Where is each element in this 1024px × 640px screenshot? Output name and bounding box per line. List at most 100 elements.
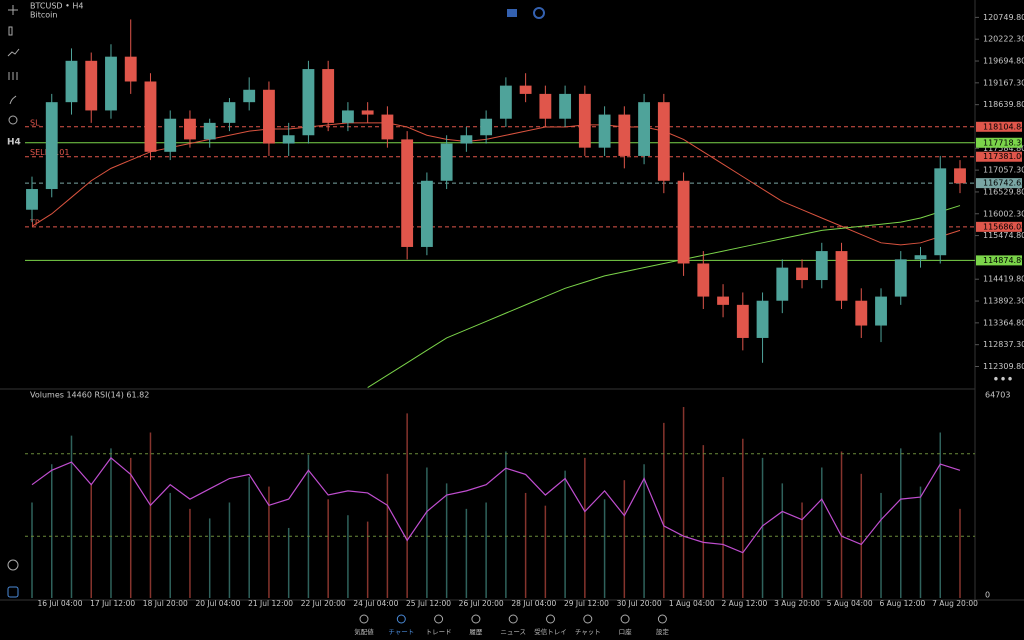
candle-body <box>440 143 453 181</box>
level-label: 114874.89 <box>983 256 1024 265</box>
crosshair-icon[interactable] <box>8 5 18 15</box>
y-tick-label: 119167.30 <box>983 78 1024 87</box>
trade-button[interactable] <box>507 9 517 17</box>
indicator-icon[interactable] <box>7 48 20 57</box>
candle-body <box>124 56 137 82</box>
nav-icon[interactable] <box>396 614 406 624</box>
nav-label[interactable]: 受信トレイ <box>534 627 567 636</box>
candle-body <box>914 255 927 260</box>
y-tick-label: 120749.80 <box>983 13 1024 22</box>
candle-body <box>499 85 512 119</box>
app-icon[interactable] <box>7 586 19 598</box>
nav-icon[interactable] <box>620 614 630 624</box>
nav-icon[interactable] <box>546 614 555 624</box>
nav-label[interactable]: チャート <box>388 628 414 636</box>
settings-icon[interactable] <box>8 72 18 80</box>
x-tick-label: 20 Jul 04:00 <box>195 599 240 608</box>
bottom-nav: 気配値 チャート トレード 履歴 ニュース 受信トレイ チャット 口座 設定 <box>354 614 670 636</box>
level-tag-bg <box>976 151 1022 162</box>
candle-body <box>164 118 177 152</box>
left-toolbar <box>7 5 20 598</box>
nav-label[interactable]: 設定 <box>656 627 670 636</box>
x-tick-label: 26 Jul 20:00 <box>459 599 504 608</box>
nav-icon[interactable] <box>583 614 593 624</box>
y-tick-label: 114419.80 <box>983 275 1024 284</box>
nav-icon[interactable] <box>434 614 444 624</box>
y-tick-label: 118639.80 <box>983 100 1024 109</box>
x-tick-label: 16 Jul 04:00 <box>38 599 83 608</box>
nav-icon[interactable] <box>471 614 481 624</box>
x-tick-label: 25 Jul 12:00 <box>406 599 451 608</box>
candle-body <box>875 296 887 326</box>
moving-average <box>367 205 961 389</box>
y-tick-label: 120222.30 <box>983 35 1024 44</box>
candle-body <box>401 139 414 247</box>
candle-icon[interactable] <box>8 26 13 36</box>
nav-label[interactable]: 気配値 <box>354 627 374 636</box>
candle-body <box>480 118 493 136</box>
indicator-title: Volumes 14460 RSI(14) 61.82 <box>30 391 149 400</box>
candle-body <box>45 102 58 190</box>
candle-body <box>420 180 433 247</box>
level-label: 118104.84 <box>983 122 1024 131</box>
candle-body <box>65 60 78 103</box>
nav-icon[interactable] <box>657 614 667 624</box>
level-label: 117381.06 <box>983 152 1024 161</box>
candle-body <box>677 180 690 264</box>
candle-body <box>85 60 98 111</box>
nav-icon[interactable] <box>359 614 369 624</box>
volume-tick-label: 64703 <box>985 391 1010 400</box>
candle-body <box>302 69 315 136</box>
candle-body <box>657 102 670 181</box>
description: Bitcoin <box>30 11 57 20</box>
level-label: 115686.08 <box>983 222 1024 231</box>
candle-body <box>578 93 591 148</box>
clock-button[interactable] <box>533 7 545 19</box>
candle-body <box>144 81 157 152</box>
candle-body <box>322 69 335 123</box>
y-tick-label: 115474.80 <box>983 231 1024 240</box>
nav-label[interactable]: 口座 <box>619 627 633 636</box>
nav-label[interactable]: トレード <box>426 628 452 636</box>
function-icon[interactable] <box>9 95 17 105</box>
candle-body <box>559 93 572 119</box>
candle-body <box>756 300 769 338</box>
candle-body <box>776 267 789 301</box>
symbol: BTCUSD • H4 <box>30 2 84 11</box>
timeframe[interactable]: H4 <box>7 138 21 148</box>
candle-body <box>243 89 256 103</box>
candle-body <box>105 56 117 111</box>
more-button[interactable]: ••• <box>992 373 1013 387</box>
objects-icon[interactable] <box>8 115 18 125</box>
candle-body <box>717 296 729 305</box>
candle-body <box>815 251 828 281</box>
candle-body <box>796 267 808 281</box>
candle-body <box>460 135 473 144</box>
x-tick-label: 5 Aug 04:00 <box>827 599 873 608</box>
candle-body <box>223 102 236 123</box>
x-tick-label: 21 Jul 12:00 <box>248 599 293 608</box>
nav-icon[interactable] <box>508 614 518 624</box>
level-tag-bg <box>976 178 1022 189</box>
candle-body <box>539 93 552 119</box>
candle-body <box>341 110 354 123</box>
nav-label[interactable]: チャット <box>575 628 601 636</box>
rsi-line <box>31 457 961 554</box>
candle-body <box>894 259 907 297</box>
nav-label[interactable]: 履歴 <box>469 628 483 636</box>
candle-body <box>184 118 196 140</box>
x-tick-label: 18 Jul 20:00 <box>143 599 188 608</box>
history-icon[interactable] <box>7 559 19 571</box>
level-tag: TP <box>29 218 40 227</box>
x-tick-label: 17 Jul 12:00 <box>90 599 135 608</box>
level-label: 117718.36 <box>983 138 1024 147</box>
y-tick-label: 116002.30 <box>983 209 1024 218</box>
x-tick-label: 7 Aug 20:00 <box>932 599 978 608</box>
nav-label[interactable]: ニュース <box>500 628 526 636</box>
candle-body <box>934 168 947 256</box>
x-tick-label: 29 Jul 12:00 <box>564 599 609 608</box>
moving-average <box>31 122 961 246</box>
y-tick-label: 117057.30 <box>983 166 1024 175</box>
